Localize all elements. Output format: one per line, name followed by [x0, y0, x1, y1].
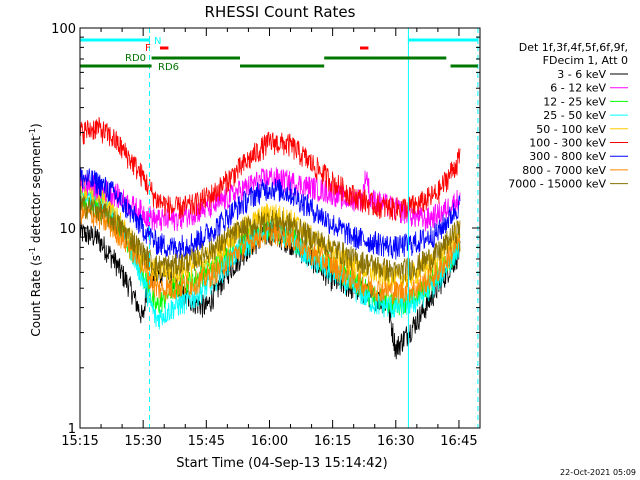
- legend-item-label: 300 - 800 keV: [529, 150, 606, 163]
- y-axis-label-mid: detector segment: [29, 136, 43, 247]
- legend: Det 1f,3f,4f,5f,6f,9f, FDecim 1, Att 0 3…: [508, 41, 628, 191]
- y-axis-label-sup2: -1: [28, 128, 37, 136]
- legend-item-label: 7000 - 15000 keV: [508, 178, 606, 191]
- y-axis-label-main: Count Rate (s: [29, 255, 43, 337]
- legend-item-label: 800 - 7000 keV: [522, 164, 606, 177]
- annotation-f: F: [145, 43, 151, 54]
- annotation-n: N: [154, 36, 161, 47]
- x-tick-label: 16:15: [314, 434, 351, 449]
- y-tick-labels: 1 10 100: [51, 22, 76, 437]
- legend-item-label: 3 - 6 keV: [557, 68, 606, 81]
- x-tick-label: 16:00: [251, 434, 288, 449]
- y-tick-label: 10: [59, 222, 76, 237]
- annotation-rd6: RD6: [158, 62, 179, 73]
- x-tick-label: 15:30: [124, 434, 161, 449]
- legend-item-label: 100 - 300 keV: [529, 137, 606, 150]
- annotation-rd0: RD0: [125, 53, 146, 64]
- x-tick-label: 16:45: [440, 434, 477, 449]
- series-line-6: [79, 167, 461, 260]
- legend-item-label: 25 - 50 keV: [543, 109, 606, 122]
- plot-area: N F RD0 RD6: [79, 27, 481, 429]
- series-line-4: [79, 177, 461, 292]
- y-tick-label: 1: [68, 422, 76, 437]
- y-tick-label: 100: [51, 22, 76, 37]
- legend-header-line-1: Det 1f,3f,4f,5f,6f,9f,: [519, 41, 628, 54]
- y-axis-label-end: ): [29, 123, 43, 128]
- x-tick-label: 15:15: [61, 434, 98, 449]
- x-tick-label: 15:45: [188, 434, 225, 449]
- footer-date: 22-Oct-2021 05:09: [560, 468, 636, 477]
- x-tick-label: 16:30: [377, 434, 414, 449]
- series-line-5: [79, 117, 461, 221]
- series-line-8: [79, 195, 461, 283]
- legend-header-line-2: FDecim 1, Att 0: [543, 54, 628, 67]
- series-line-7: [79, 201, 461, 305]
- y-axis-label-sup1: -1: [28, 247, 37, 255]
- axis-ticks: [79, 27, 481, 429]
- legend-item-label: 6 - 12 keV: [550, 82, 606, 95]
- y-axis-label: Count Rate (s-1 detector segment-1): [28, 123, 43, 336]
- legend-item-label: 12 - 25 keV: [543, 95, 606, 108]
- series-layer: [79, 117, 461, 360]
- chart-title: RHESSI Count Rates: [205, 3, 356, 21]
- legend-item-label: 50 - 100 keV: [536, 123, 606, 136]
- x-tick-labels: 15:15 15:30 15:45 16:00 16:15 16:30 16:45: [61, 434, 477, 449]
- annotation-layer: N F RD0 RD6: [79, 36, 479, 73]
- x-axis-label: Start Time (04-Sep-13 15:14:42): [176, 456, 387, 471]
